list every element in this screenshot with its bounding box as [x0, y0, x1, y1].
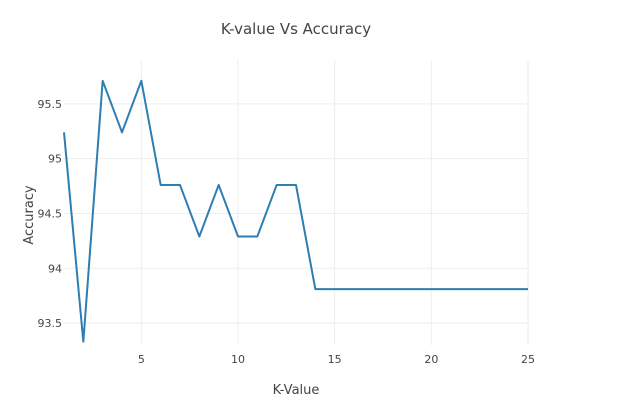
- x-tick-label: 25: [521, 353, 535, 366]
- accuracy-series-line: [63, 79, 528, 343]
- y-tick-label: 94: [48, 262, 62, 275]
- grid: [64, 60, 529, 345]
- tick-labels: 5 10 15 20 25 93.5 94 94.5 95 95.5: [38, 98, 536, 366]
- x-tick-label: 15: [328, 353, 342, 366]
- y-axis-label: Accuracy: [22, 185, 37, 245]
- y-tick-label: 95: [48, 153, 62, 166]
- y-tick-label: 94.5: [38, 207, 63, 220]
- x-tick-label: 20: [424, 353, 438, 366]
- x-tick-label: 5: [138, 353, 145, 366]
- chart-title: K-value Vs Accuracy: [221, 20, 371, 38]
- x-tick-label: 10: [231, 353, 245, 366]
- y-tick-label: 93.5: [38, 317, 63, 330]
- x-axis-label: K-Value: [273, 383, 320, 398]
- y-tick-label: 95.5: [38, 98, 63, 111]
